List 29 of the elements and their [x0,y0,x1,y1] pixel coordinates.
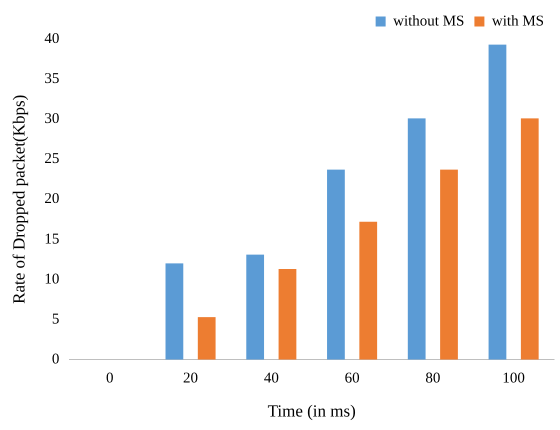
bar [198,317,216,360]
x-tick-label: 40 [264,370,279,387]
y-tick-label: 35 [44,71,60,88]
y-tick-label: 25 [44,151,60,168]
bar [440,170,458,360]
y-tick-label: 10 [44,271,60,288]
y-tick-label: 5 [52,311,60,328]
bar [327,170,345,360]
y-tick-label: 30 [44,111,60,128]
bar [166,263,184,360]
y-tick-label: 20 [44,191,60,208]
bar [246,254,264,360]
bar [278,269,296,360]
bar [359,222,378,360]
y-tick-label: 40 [44,30,60,47]
legend-label: without MS [393,13,464,30]
x-tick-label: 60 [344,370,360,387]
bar [408,118,426,360]
y-tick-label: 15 [44,231,60,248]
y-axis-title: Rate of Dropped packet(Kbps) [10,94,29,304]
x-tick-label: 20 [183,370,198,387]
x-axis-title: Time (in ms) [268,401,356,420]
x-tick-label: 100 [502,370,525,387]
legend-label: with MS [492,13,544,30]
x-tick-label: 80 [425,370,440,387]
y-tick-label: 0 [52,352,60,368]
bar [488,44,506,360]
x-tick-label: 0 [106,370,114,387]
bar [520,118,539,360]
